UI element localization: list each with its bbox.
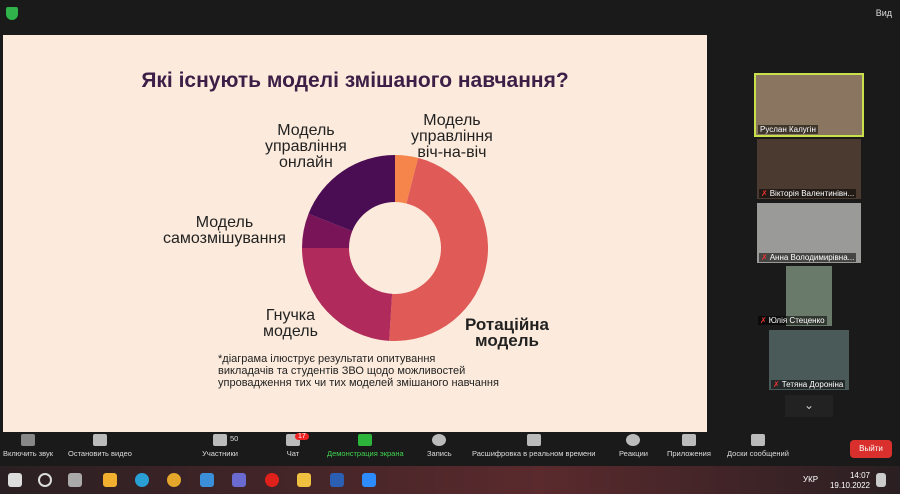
participant-tile[interactable]: ✗ Юлія Стеценко	[758, 266, 832, 326]
notifications-icon[interactable]	[876, 473, 886, 487]
apps-icon	[681, 434, 696, 446]
muted-mic-icon: ✗	[761, 253, 768, 262]
slide-title: Які існують моделі змішаного навчання?	[141, 69, 569, 92]
donut-chart	[302, 155, 488, 341]
label-self-blend: Модель самозмішування	[163, 214, 286, 247]
cc-icon	[526, 434, 541, 446]
participant-tile[interactable]: Руслан Калугін	[754, 73, 864, 137]
save-app-icon[interactable]	[232, 473, 246, 487]
muted-mic-icon: ✗	[773, 380, 780, 389]
leave-button[interactable]: Выйти	[850, 440, 892, 458]
apps-button[interactable]: Приложения	[667, 434, 711, 458]
view-button[interactable]: Вид	[875, 8, 892, 18]
donut-slice	[302, 213, 353, 248]
windows-taskbar: УКР 14:07 19.10.2022	[0, 466, 900, 494]
label-face-to-face: Модель управління віч-на-віч	[411, 112, 493, 161]
mail-icon[interactable]	[200, 473, 214, 487]
participant-tile[interactable]: ✗ Вікторія Валентинівн...	[757, 139, 861, 199]
top-bar: Вид	[0, 0, 900, 28]
chat-button[interactable]: Чат 17	[285, 433, 309, 458]
participant-tile[interactable]: ✗ Анна Володимирівна...	[757, 203, 861, 263]
label-online: Модель управління онлайн	[265, 122, 347, 171]
unmute-button[interactable]: Включить звук	[3, 434, 53, 458]
search-icon[interactable]	[38, 473, 52, 487]
chevron-down-icon[interactable]: ⌄	[785, 395, 833, 417]
task-view-icon[interactable]	[68, 473, 82, 487]
whiteboard-icon	[750, 434, 765, 446]
reactions-button[interactable]: Реакции	[619, 434, 648, 458]
footnote: *діаграма ілюструє результати опитування…	[218, 353, 499, 389]
windows-start-icon[interactable]	[8, 473, 22, 487]
edge-icon[interactable]	[135, 473, 149, 487]
stop-video-button[interactable]: Остановить видео	[68, 434, 132, 458]
whiteboards-button[interactable]: Доски сообщений	[727, 434, 789, 458]
donut-slice	[395, 155, 419, 204]
donut-slice	[302, 248, 393, 341]
captions-button[interactable]: Расшифровка в реальном времени	[472, 434, 595, 458]
share-screen-button[interactable]: Демонстрация экрана	[327, 434, 404, 458]
donut-slice	[308, 155, 395, 232]
record-icon	[432, 434, 447, 446]
shared-slide: Які існують моделі змішаного навчання? М…	[3, 35, 707, 432]
clock[interactable]: 14:07 19.10.2022	[829, 471, 870, 490]
muted-mic-icon	[21, 434, 36, 446]
store-icon[interactable]	[103, 473, 117, 487]
record-button[interactable]: Запись	[427, 434, 452, 458]
donut-slice	[389, 157, 488, 341]
zoom-icon[interactable]	[362, 473, 376, 487]
muted-mic-icon: ✗	[761, 189, 768, 198]
opera-icon[interactable]	[265, 473, 279, 487]
shield-icon[interactable]	[6, 7, 18, 20]
chrome-icon[interactable]	[167, 473, 181, 487]
participant-tile[interactable]: ✗ Тетяна Дороніна	[769, 330, 849, 390]
label-rotation: Ротаційна модель	[465, 315, 550, 350]
share-icon	[358, 434, 373, 446]
label-flex: Гнучка модель	[263, 307, 318, 340]
meeting-toolbar: Включить звук Остановить видео Участники…	[0, 432, 900, 466]
muted-mic-icon: ✗	[760, 316, 767, 325]
language-indicator[interactable]: УКР	[803, 475, 819, 484]
smiley-icon	[626, 434, 641, 446]
explorer-icon[interactable]	[297, 473, 311, 487]
camera-icon	[92, 434, 107, 446]
people-icon	[213, 434, 227, 446]
participants-button[interactable]: Участники 50	[202, 434, 239, 458]
word-icon[interactable]	[330, 473, 344, 487]
